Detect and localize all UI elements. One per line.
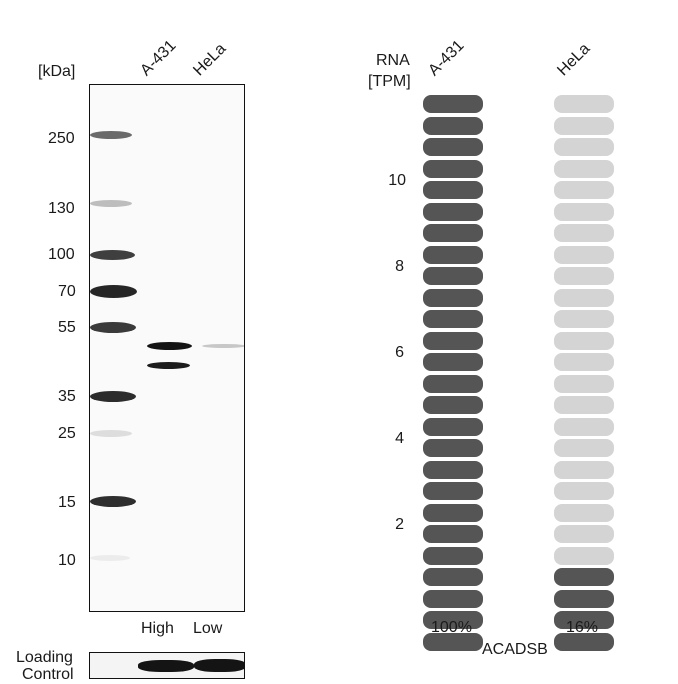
rna-bar-segment-a-431 (423, 159, 483, 178)
rna-bar-segment-a-431 (423, 460, 483, 479)
rna-bar-segment-a-431 (423, 482, 483, 500)
rna-bar-segment-a-431 (423, 417, 483, 436)
ladder-band-15 (90, 496, 136, 507)
rna-bar-segment-a-431 (423, 245, 483, 264)
rna-bar-segment-hela (554, 439, 614, 457)
rna-bar-segment-a-431 (423, 374, 483, 393)
rna-bar-segment-a-431 (423, 95, 483, 113)
rna-bar-segment-hela (554, 417, 614, 436)
marker-15: 15 (58, 494, 76, 511)
rna-bar-segment-hela (554, 138, 614, 156)
ladder-band-130 (90, 200, 132, 207)
ladder-band-35 (90, 391, 136, 402)
rna-bar-segment-hela (554, 159, 614, 178)
rna-bar-segment-hela (554, 503, 614, 522)
rna-bar-segment-a-431 (423, 331, 483, 350)
rna-bar-segment-hela (554, 288, 614, 307)
rna-bar-segment-hela (554, 224, 614, 242)
marker-70: 70 (58, 283, 76, 300)
rna-bar-segment-hela (554, 310, 614, 328)
lane-label-hela: HeLa (190, 40, 230, 80)
rna-bar-segment-a-431 (423, 138, 483, 156)
rna-bar-segment-hela (554, 632, 614, 651)
rna-bar-segment-hela (554, 482, 614, 500)
rna-y-tick-6: 6 (395, 344, 404, 361)
rna-bar-segment-hela (554, 611, 614, 629)
loading-control-label-line2: Control (22, 666, 74, 683)
rna-bar-segment-hela (554, 546, 614, 565)
rna-bar-segment-hela (554, 202, 614, 221)
rna-bar-segment-hela (554, 353, 614, 371)
rna-bar-segment-a-431 (423, 589, 483, 608)
rna-percent-hela: 16% (566, 619, 599, 636)
loading-control-label-line1: Loading (16, 649, 73, 666)
rna-bar-segment-hela (554, 245, 614, 264)
rna-y-tick-8: 8 (395, 258, 404, 275)
kda-unit-label: [kDa] (38, 63, 76, 80)
marker-55: 55 (58, 319, 76, 336)
rna-bar-segment-hela (554, 95, 614, 113)
rna-bar-segment-a-431 (423, 202, 483, 221)
rna-bar-segment-hela (554, 589, 614, 608)
hela-band (202, 344, 244, 348)
rna-bar-segment-a-431 (423, 267, 483, 285)
rna-bar-segment-hela (554, 116, 614, 135)
lane-label-a431: A-431 (137, 37, 180, 80)
marker-250: 250 (48, 130, 75, 147)
ladder-band-250 (90, 131, 132, 139)
rna-bar-segment-hela (554, 374, 614, 393)
rna-bar-segment-hela (554, 181, 614, 199)
rna-cell-line-hela: HeLa (554, 40, 594, 80)
rna-cell-line-a431: A-431 (425, 37, 468, 80)
rna-bar-segment-a-431 (423, 288, 483, 307)
a431-band-upper (147, 342, 192, 350)
rna-bar-segment-a-431 (423, 353, 483, 371)
rna-axis-label-line1: RNA (376, 52, 410, 69)
rna-bar-segment-a-431 (423, 224, 483, 242)
ladder-band-70 (90, 285, 137, 298)
rna-bar-segment-a-431 (423, 546, 483, 565)
marker-10: 10 (58, 552, 76, 569)
marker-25: 25 (58, 425, 76, 442)
rna-y-tick-4: 4 (395, 430, 404, 447)
expression-label-high: High (141, 620, 174, 637)
rna-bar-segment-a-431 (423, 632, 483, 651)
rna-bar-segment-a-431 (423, 611, 483, 629)
rna-gene-label: ACADSB (482, 641, 548, 658)
rna-bar-segment-a-431 (423, 310, 483, 328)
rna-bar-segment-hela (554, 331, 614, 350)
ladder-band-100 (90, 250, 135, 260)
rna-y-tick-2: 2 (395, 516, 404, 533)
rna-bar-segment-a-431 (423, 116, 483, 135)
rna-bar-segment-a-431 (423, 181, 483, 199)
rna-bar-segment-a-431 (423, 439, 483, 457)
rna-bar-segment-hela (554, 460, 614, 479)
rna-y-tick-10: 10 (388, 172, 406, 189)
loading-control-band-hela (194, 659, 244, 672)
marker-100: 100 (48, 246, 75, 263)
rna-bar-segment-a-431 (423, 396, 483, 414)
western-blot-image (89, 84, 245, 612)
a431-band-lower (147, 362, 190, 369)
ladder-band-10 (90, 555, 130, 561)
rna-bar-segment-hela (554, 396, 614, 414)
loading-control-blot (89, 652, 245, 679)
rna-bar-segment-a-431 (423, 525, 483, 543)
rna-percent-a431: 100% (431, 619, 472, 636)
rna-bar-segment-hela (554, 267, 614, 285)
rna-bar-segment-hela (554, 568, 614, 586)
expression-label-low: Low (193, 620, 223, 637)
rna-bar-segment-a-431 (423, 503, 483, 522)
rna-axis-label-line2: [TPM] (368, 73, 411, 90)
marker-35: 35 (58, 388, 76, 405)
rna-bar-segment-a-431 (423, 568, 483, 586)
ladder-band-25 (90, 430, 132, 437)
loading-control-band-a431 (138, 660, 194, 672)
marker-130: 130 (48, 200, 75, 217)
ladder-band-55 (90, 322, 136, 333)
rna-bar-segment-hela (554, 525, 614, 543)
